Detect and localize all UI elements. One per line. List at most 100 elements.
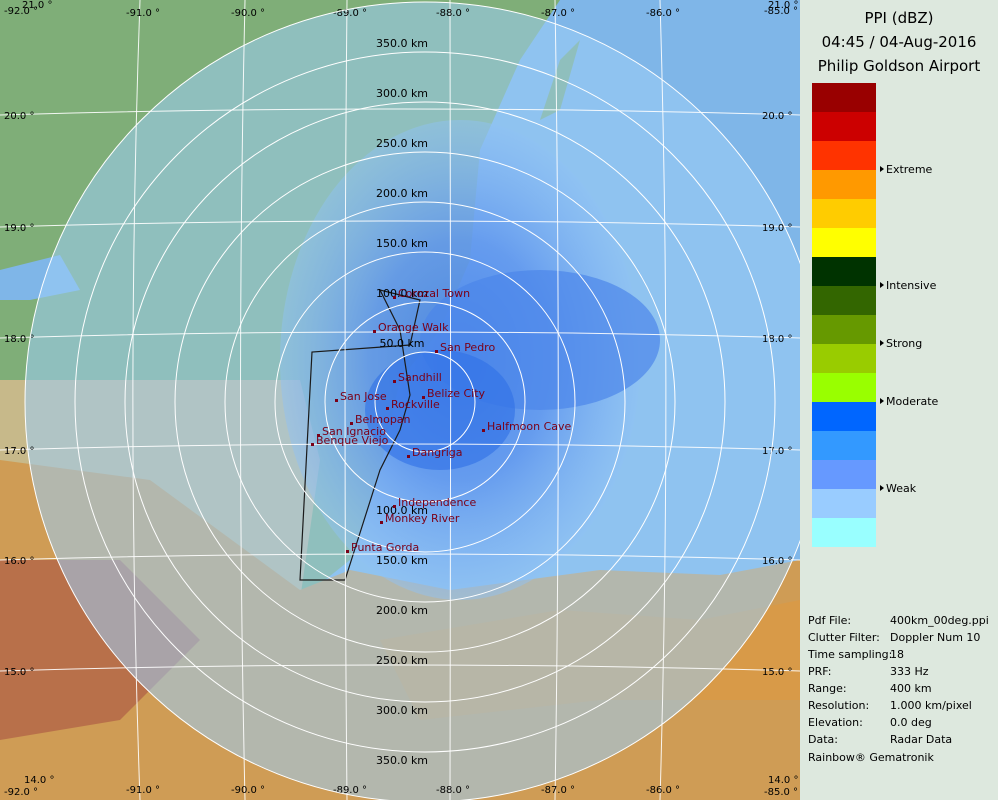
- latitude-label: 15.0 °: [762, 667, 792, 678]
- range-label: 200.0 km: [376, 604, 428, 617]
- side-panel: PPI (dBZ) 04:45 / 04-Aug-2016 Philip Gol…: [800, 0, 998, 800]
- legend-swatch: [812, 431, 876, 460]
- legend-tick: [880, 398, 884, 404]
- cities: Corozal Town Orange Walk San Pedro Sandhill…: [311, 287, 572, 554]
- city-label: Sandhill: [398, 371, 442, 384]
- parallel: [0, 331, 800, 339]
- city-marker: [393, 380, 396, 383]
- meridian: [659, 0, 667, 800]
- legend-swatch: [812, 112, 876, 141]
- parallel: [0, 108, 800, 116]
- city-label: Punta Gorda: [351, 541, 419, 554]
- city-marker: [393, 505, 396, 508]
- legend-tick: [880, 340, 884, 346]
- range-ring: [174, 151, 676, 653]
- city-marker: [317, 434, 320, 437]
- longitude-label: -90.0 °: [231, 8, 265, 19]
- city-label: Monkey River: [385, 512, 460, 525]
- city-marker: [373, 330, 376, 333]
- range-label: 250.0 km: [376, 654, 428, 667]
- legend-swatch: [812, 286, 876, 315]
- city-marker: [335, 399, 338, 402]
- city-marker: [386, 407, 389, 410]
- meridian: [344, 0, 348, 800]
- corner-label: -92.0 °: [4, 6, 38, 17]
- corner-label: 21.0 °: [22, 0, 52, 11]
- legend-label: Strong: [886, 337, 923, 350]
- range-ring: [74, 51, 776, 753]
- longitude-label: -90.0 °: [231, 785, 265, 796]
- legend-swatch: [812, 141, 876, 170]
- latitude-label: 19.0 °: [762, 223, 792, 234]
- info-key: Pdf File:: [808, 614, 852, 627]
- info-key: Clutter Filter:: [808, 631, 880, 644]
- info-key: Range:: [808, 682, 847, 695]
- city-label: Benque Viejo: [316, 434, 389, 447]
- range-label: 250.0 km: [376, 137, 428, 150]
- legend-swatch: [812, 170, 876, 199]
- city-marker: [422, 396, 425, 399]
- longitude-label: -87.0 °: [541, 785, 575, 796]
- info-value: 18: [890, 648, 904, 661]
- legend-label: Intensive: [886, 279, 937, 292]
- legend-swatch: [812, 315, 876, 344]
- info-key: PRF:: [808, 665, 832, 678]
- legend-tick: [880, 485, 884, 491]
- corner-label: 21.0 °: [768, 0, 798, 11]
- latitude-label: 16.0 °: [762, 556, 792, 567]
- longitude-label: -86.0 °: [646, 785, 680, 796]
- parallel: [0, 443, 800, 451]
- legend-swatch: [812, 199, 876, 228]
- meridian: [554, 0, 559, 800]
- product-title: PPI (dBZ): [864, 9, 934, 27]
- range-label: 200.0 km: [376, 187, 428, 200]
- radar-map: -91.0 ° -91.0 ° -90.0 ° -90.0 ° -89.0 ° -89.0…: [0, 0, 800, 800]
- range-rings: 350.0 km 300.0 km 250.0 km 200.0 km 150.0 km…: [24, 1, 800, 800]
- legend-label: Weak: [886, 482, 917, 495]
- legend-swatch: [812, 518, 876, 547]
- info-value: 400km_00deg.ppi: [890, 614, 989, 627]
- longitude-label: -91.0 °: [126, 8, 160, 19]
- latitude-label: 17.0 °: [762, 446, 792, 457]
- city-label: San Ignacio: [322, 425, 386, 438]
- latitude-label: 20.0 °: [762, 111, 792, 122]
- coordinate-grid: -91.0 ° -91.0 ° -90.0 ° -90.0 ° -89.0 ° -89.0…: [0, 0, 800, 800]
- legend-tick: [880, 166, 884, 172]
- city-marker: [346, 550, 349, 553]
- city-marker: [350, 422, 353, 425]
- city-marker: [311, 443, 314, 446]
- info-key: Time sampling:: [808, 648, 893, 661]
- corner-label: 14.0 °: [768, 775, 798, 786]
- city-label: Orange Walk: [378, 321, 449, 334]
- legend-tick: [880, 282, 884, 288]
- legend-swatch: [812, 257, 876, 286]
- city-label: San Pedro: [440, 341, 495, 354]
- info-value: 0.0 deg: [890, 716, 932, 729]
- city-label: Rockville: [391, 398, 440, 411]
- legend-swatch: [812, 228, 876, 257]
- legend-label: Extreme: [886, 163, 933, 176]
- city-label: Halfmoon Cave: [487, 420, 572, 433]
- longitude-label: -89.0 °: [333, 8, 367, 19]
- parallel: [0, 220, 800, 228]
- latitude-label: 20.0 °: [4, 111, 34, 122]
- info-key: Elevation:: [808, 716, 863, 729]
- city-marker: [393, 296, 396, 299]
- info-value: Radar Data: [890, 733, 953, 746]
- city-label: Belmopan: [355, 413, 411, 426]
- parallel: [0, 553, 800, 561]
- legend-swatch: [812, 402, 876, 431]
- corner-label: -85.0 °: [764, 787, 798, 798]
- corner-label: -92.0 °: [4, 787, 38, 798]
- latitude-label: 18.0 °: [4, 334, 34, 345]
- site-name: Philip Goldson Airport: [817, 57, 981, 75]
- range-ring: [324, 301, 526, 503]
- city-marker: [482, 429, 485, 432]
- legend-swatch: [812, 373, 876, 402]
- legend-swatch: [812, 489, 876, 518]
- info-value: Doppler Num 10: [890, 631, 981, 644]
- longitude-label: -87.0 °: [541, 8, 575, 19]
- city-label: Corozal Town: [398, 287, 470, 300]
- legend-swatch: [812, 460, 876, 489]
